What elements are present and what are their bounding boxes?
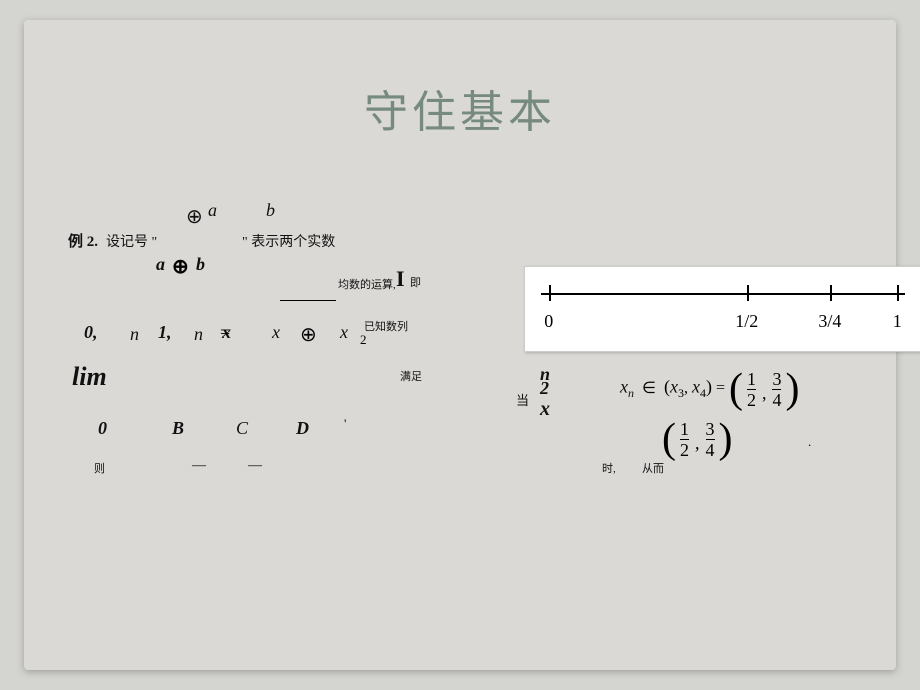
frac-12: 12 bbox=[747, 370, 756, 409]
b-var: b bbox=[196, 254, 205, 275]
stage: 守住基本 a b ⊕ 例 2. 设记号 " " 表示两个实数 a ⊕ b 均数的… bbox=[0, 0, 920, 690]
f1d: 2 bbox=[747, 391, 756, 409]
page-title: 守住基本 bbox=[24, 76, 896, 140]
lab-12: 1/2 bbox=[735, 311, 758, 332]
interval-expr-2: ( 12 , 34 ) bbox=[662, 418, 733, 460]
c1: , bbox=[684, 380, 688, 397]
f2n: 3 bbox=[772, 370, 781, 388]
tick-1 bbox=[897, 285, 899, 301]
tok-1: 1, bbox=[158, 322, 172, 343]
slide-inner: 守住基本 a b ⊕ 例 2. 设记号 " " 表示两个实数 a ⊕ b 均数的… bbox=[24, 20, 896, 670]
text-ji: 即 bbox=[410, 274, 421, 290]
tok-0: 0, bbox=[84, 322, 98, 343]
comma-2: , bbox=[693, 433, 702, 454]
tok-oplus: ⊕ bbox=[300, 322, 317, 347]
f2nb: 3 bbox=[706, 420, 715, 438]
text-conger: 从而 bbox=[642, 460, 664, 476]
text-shi: 时, bbox=[602, 460, 616, 476]
rparen-big-2: ) bbox=[719, 418, 733, 460]
tok-n1: n bbox=[130, 324, 139, 345]
rparen-big-1: ) bbox=[785, 368, 799, 410]
x3: x bbox=[670, 377, 678, 397]
opt-d: D bbox=[296, 418, 309, 439]
number-line-axis bbox=[541, 293, 905, 295]
tick-12 bbox=[747, 285, 749, 301]
tick-0 bbox=[549, 285, 551, 301]
xn-x: x bbox=[620, 377, 628, 397]
interval-expr: xn ∈ (x3, x4) = ( 12 , 34 ) bbox=[620, 368, 799, 410]
xn-sub: n bbox=[628, 386, 634, 400]
eq1: = bbox=[716, 380, 725, 397]
opt-0: 0 bbox=[98, 418, 107, 439]
text-seq: 已知数列 bbox=[364, 318, 408, 334]
oplus-top: ⊕ bbox=[186, 204, 203, 229]
opt-c: C bbox=[236, 418, 248, 439]
text-junshu: 均数的运算, bbox=[338, 276, 396, 292]
number-line: 0 1/2 3/4 1 bbox=[525, 267, 920, 351]
underline-1 bbox=[280, 300, 336, 301]
f2db: 4 bbox=[706, 441, 715, 459]
comma-1: , bbox=[760, 383, 769, 404]
tok-n2: n bbox=[194, 324, 203, 345]
oplus-icon: ⊕ bbox=[172, 254, 189, 279]
text-ze: 则 bbox=[94, 460, 105, 476]
tick-34 bbox=[830, 285, 832, 301]
frac-34b: 34 bbox=[706, 420, 715, 459]
frac-12b: 12 bbox=[680, 420, 689, 459]
r-dot: . bbox=[808, 434, 811, 450]
rp1: ) bbox=[706, 377, 712, 397]
lab-1: 1 bbox=[893, 311, 902, 332]
f1n: 1 bbox=[747, 370, 756, 388]
example-text-2: " 表示两个实数 bbox=[242, 231, 335, 251]
elem-in: ∈ bbox=[638, 380, 660, 397]
f2d: 4 bbox=[772, 391, 781, 409]
tok-x3: x bbox=[340, 322, 348, 343]
f1nb: 1 bbox=[680, 420, 689, 438]
text-manzu: 满足 bbox=[400, 368, 422, 384]
dash-2: — bbox=[248, 458, 262, 474]
r-x-big: x bbox=[540, 398, 550, 421]
a-var: a bbox=[156, 254, 165, 275]
slide: 守住基本 a b ⊕ 例 2. 设记号 " " 表示两个实数 a ⊕ b 均数的… bbox=[24, 20, 896, 670]
tok-x2: x bbox=[272, 322, 280, 343]
example-label: 例 2. bbox=[68, 230, 98, 251]
lparen-big-2: ( bbox=[662, 418, 676, 460]
r-ge: 2 bbox=[540, 378, 549, 399]
lab-0: 0 bbox=[544, 311, 553, 332]
lab-34: 3/4 bbox=[818, 311, 841, 332]
glyph-a-top: a bbox=[208, 200, 217, 221]
example-text-1: 设记号 " bbox=[106, 231, 157, 251]
lim: lim bbox=[72, 362, 107, 392]
bold-i: I bbox=[396, 266, 405, 292]
text-dang: 当 bbox=[516, 390, 529, 409]
lparen-big-1: ( bbox=[729, 368, 743, 410]
f1db: 2 bbox=[680, 441, 689, 459]
dash-1: — bbox=[192, 458, 206, 474]
opt-b: B bbox=[172, 418, 184, 439]
glyph-b-top: b bbox=[266, 200, 275, 221]
tok-eq: = bbox=[220, 322, 230, 343]
x4: x bbox=[692, 377, 700, 397]
tok-half-den: 2 bbox=[360, 332, 367, 348]
apostrophe: ' bbox=[344, 416, 346, 432]
frac-34: 34 bbox=[772, 370, 781, 409]
number-line-panel: 0 1/2 3/4 1 bbox=[524, 266, 920, 352]
